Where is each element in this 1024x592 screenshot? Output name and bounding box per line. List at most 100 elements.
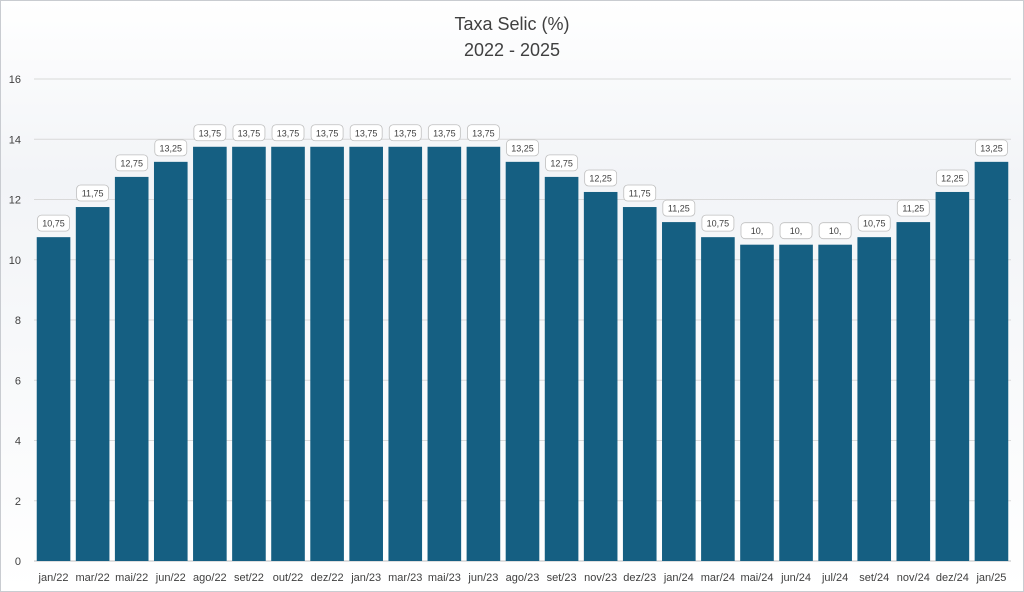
- data-label-box: [779, 222, 813, 240]
- data-label-text: 10,75: [863, 219, 886, 229]
- x-tick-label: nov/24: [897, 572, 930, 584]
- data-label-text: 10,75: [707, 219, 730, 229]
- data-label-box: [37, 214, 70, 232]
- data-label-text: 13,75: [316, 128, 339, 138]
- x-tick-label: set/23: [547, 572, 577, 584]
- data-label: 13,75: [271, 124, 305, 142]
- data-label-box: [740, 222, 774, 240]
- x-tick-label: jan/25: [975, 572, 1006, 584]
- x-tick-label: mai/24: [740, 572, 773, 584]
- data-label-text: 11,75: [629, 189, 651, 199]
- y-tick-label: 6: [15, 375, 21, 387]
- x-tick-label: mar/24: [701, 572, 735, 584]
- x-tick-label: set/22: [234, 572, 264, 584]
- data-label: 12,25: [935, 169, 969, 187]
- x-tick-label: nov/23: [584, 572, 617, 584]
- bar: [857, 237, 892, 561]
- data-label-box: [310, 124, 344, 142]
- data-label-text: 13,75: [472, 128, 495, 138]
- x-tick-label: jun/23: [467, 572, 498, 584]
- bar: [388, 146, 423, 561]
- bar: [427, 146, 462, 561]
- x-tick-label: jun/22: [155, 572, 186, 584]
- data-label-text: 13,25: [511, 143, 534, 153]
- y-tick-label: 0: [15, 556, 21, 568]
- bar: [818, 244, 852, 561]
- bar: [153, 161, 188, 561]
- bar: [114, 176, 149, 561]
- data-label: 12,25: [584, 169, 618, 187]
- x-tick-label: mar/22: [75, 572, 109, 584]
- data-label-box: [467, 124, 500, 142]
- data-labels: 10,75 11,75 12,75 13,25 13,75 13,75 13,75 13,75…: [37, 124, 1008, 240]
- data-label-box: [271, 124, 305, 142]
- data-label-text: 10,: [790, 226, 803, 236]
- x-tick-label: mai/22: [115, 572, 148, 584]
- x-tick-label: dez/24: [936, 572, 969, 584]
- chart-title: Taxa Selic (%): [454, 14, 569, 34]
- bar: [662, 222, 696, 561]
- bar: [974, 161, 1009, 561]
- data-label-text: 13,75: [394, 128, 417, 138]
- data-label: 13,75: [232, 124, 266, 142]
- data-label-box: [506, 139, 539, 157]
- bar: [779, 244, 813, 561]
- bar: [622, 207, 657, 561]
- data-label: 13,75: [427, 124, 461, 142]
- y-tick-label: 2: [15, 496, 21, 508]
- data-label-box: [662, 199, 696, 217]
- data-label-box: [935, 169, 969, 187]
- bar: [193, 146, 227, 561]
- data-label: 10,75: [857, 214, 891, 232]
- data-label: 13,25: [506, 139, 539, 157]
- chart-subtitle: 2022 - 2025: [464, 40, 560, 60]
- data-label-text: 13,75: [199, 128, 222, 138]
- x-tick-label: jul/24: [821, 572, 848, 584]
- data-label: 10,: [740, 222, 774, 240]
- data-label-box: [349, 124, 383, 142]
- data-label-text: 12,25: [589, 173, 612, 183]
- bar: [896, 222, 931, 561]
- data-label-text: 13,25: [980, 143, 1003, 153]
- data-label-box: [76, 184, 110, 202]
- data-label-text: 13,75: [433, 128, 456, 138]
- data-label: 11,75: [623, 184, 657, 202]
- data-label: 10,: [779, 222, 813, 240]
- data-label-box: [193, 124, 227, 142]
- bars: [36, 146, 1009, 561]
- data-label-box: [427, 124, 461, 142]
- data-label-text: 13,75: [355, 128, 378, 138]
- data-label-text: 10,75: [42, 219, 65, 229]
- data-label-box: [857, 214, 891, 232]
- bar: [271, 146, 305, 561]
- data-label: 12,75: [545, 154, 578, 172]
- data-label: 13,25: [154, 139, 188, 157]
- data-label-box: [232, 124, 266, 142]
- data-label-box: [154, 139, 188, 157]
- data-label: 10,: [818, 222, 852, 240]
- data-label-box: [975, 139, 1008, 157]
- bar: [466, 146, 501, 561]
- y-tick-label: 10: [9, 255, 21, 267]
- x-tick-label: set/24: [859, 572, 889, 584]
- x-tick-label: jan/24: [663, 572, 694, 584]
- data-label: 11,75: [76, 184, 110, 202]
- data-label: 10,75: [701, 214, 735, 232]
- data-label-box: [388, 124, 422, 142]
- data-label-box: [701, 214, 735, 232]
- x-tick-label: jan/23: [350, 572, 381, 584]
- data-label-text: 12,25: [941, 173, 964, 183]
- data-label: 10,75: [37, 214, 70, 232]
- data-label: 12,75: [115, 154, 149, 172]
- bar: [505, 161, 540, 561]
- data-label-box: [896, 199, 930, 217]
- data-label-text: 13,75: [277, 128, 300, 138]
- y-tick-label: 14: [9, 134, 21, 146]
- y-tick-label: 16: [9, 74, 21, 86]
- bar: [544, 176, 579, 561]
- bar: [232, 146, 266, 561]
- y-axis-ticks: 0 2 4 6 8 10 12 14 16: [9, 74, 21, 568]
- x-tick-label: dez/22: [311, 572, 344, 584]
